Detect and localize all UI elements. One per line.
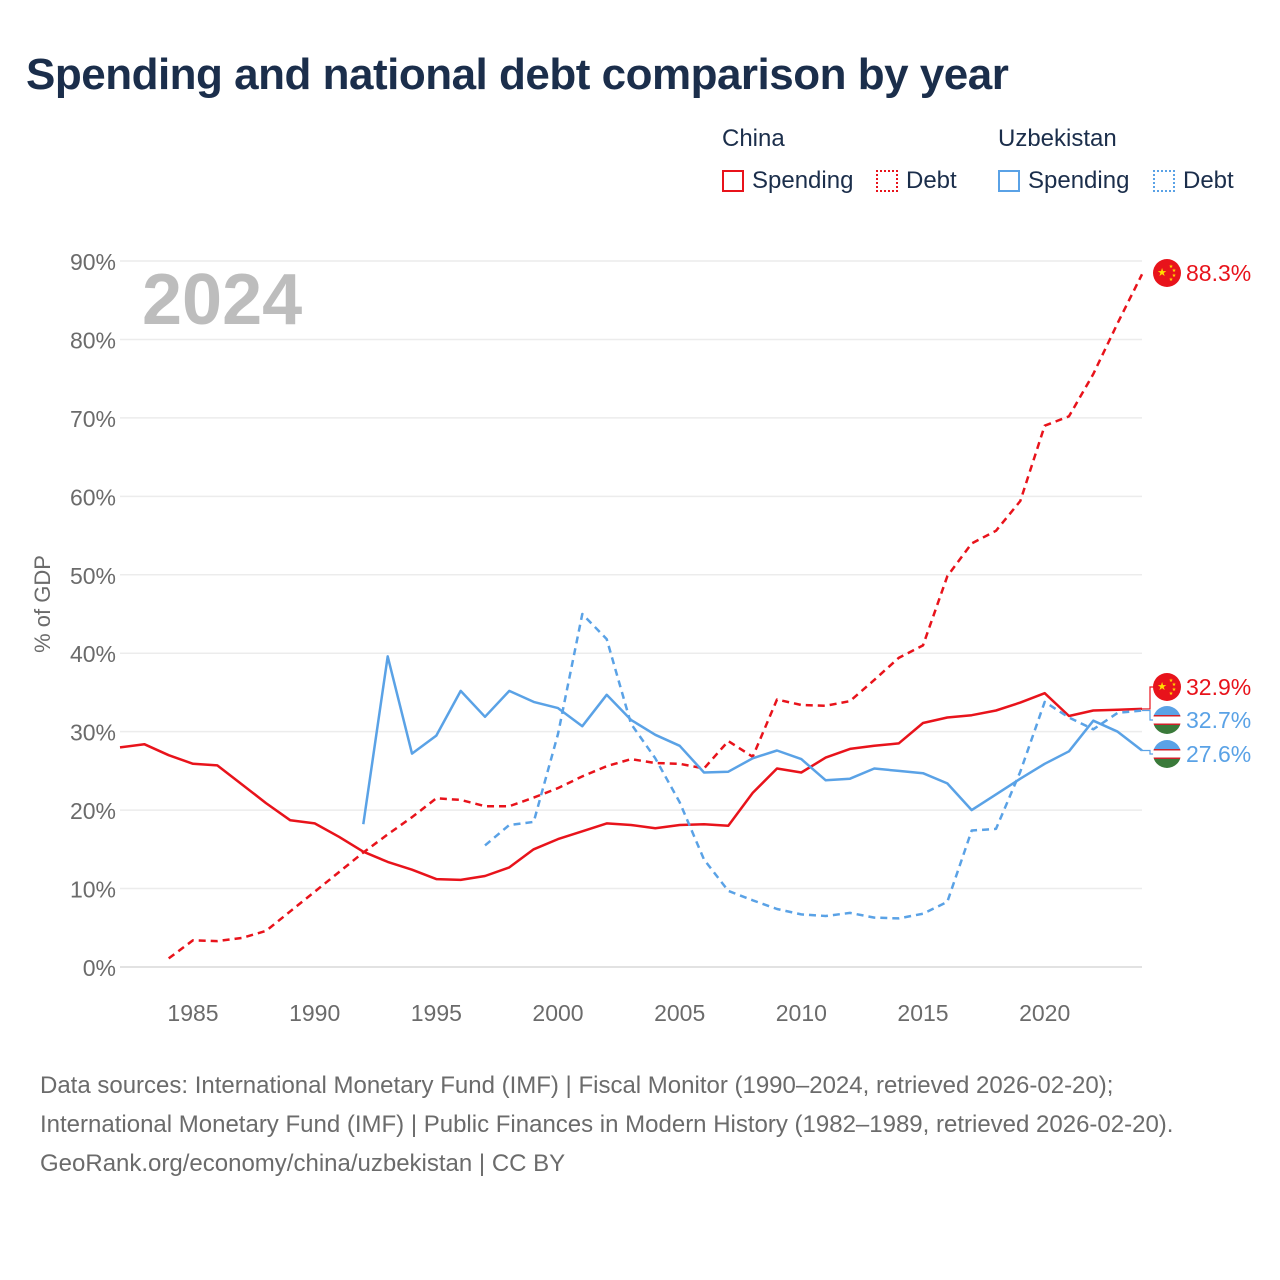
legend-swatch-solid-icon bbox=[998, 170, 1020, 192]
series-line-uzbekistan-spending[interactable] bbox=[362, 655, 1143, 825]
x-axis-ticks: 1985 1990 1995 2000 2005 2010 2015 2020 bbox=[167, 1000, 1070, 1026]
x-tick-label: 2010 bbox=[776, 1000, 827, 1026]
y-tick-label: 80% bbox=[70, 327, 116, 353]
star-icon: ★ bbox=[1172, 268, 1177, 274]
year-watermark: 2024 bbox=[142, 260, 302, 340]
star-icon: ★ bbox=[1169, 277, 1174, 283]
end-value-label: 32.9% bbox=[1186, 674, 1251, 700]
legend-swatch-dotted-icon bbox=[1153, 170, 1175, 192]
star-icon: ★ bbox=[1169, 678, 1174, 684]
star-icon: ★ bbox=[1169, 264, 1174, 270]
y-tick-label: 40% bbox=[70, 641, 116, 667]
y-tick-label: 60% bbox=[70, 484, 116, 510]
series-line-china-spending[interactable] bbox=[119, 691, 1143, 882]
legend-swatch-dotted-icon bbox=[876, 170, 898, 192]
y-tick-label: 90% bbox=[70, 249, 116, 275]
y-tick-label: 50% bbox=[70, 563, 116, 589]
star-icon: ★ bbox=[1172, 687, 1177, 693]
x-tick-label: 1990 bbox=[289, 1000, 340, 1026]
legend-label: Spending bbox=[1028, 167, 1130, 194]
grid-lines bbox=[120, 260, 1142, 968]
footer: Data sources: International Monetary Fun… bbox=[40, 1066, 1240, 1183]
legend-group-china: China bbox=[722, 125, 785, 152]
legend-label: Debt bbox=[1183, 167, 1234, 194]
legend-label: Spending bbox=[752, 167, 854, 194]
end-value-label: 32.7% bbox=[1186, 707, 1251, 733]
end-value-label: 27.6% bbox=[1186, 741, 1251, 767]
data-sources: Data sources: International Monetary Fun… bbox=[40, 1072, 1174, 1138]
x-tick-label: 1995 bbox=[411, 1000, 462, 1026]
series-line-uzbekistan-debt[interactable] bbox=[484, 612, 1143, 920]
legend-uzbekistan-debt[interactable]: Debt bbox=[1153, 167, 1234, 195]
y-tick-label: 70% bbox=[70, 406, 116, 432]
legend-china-debt[interactable]: Debt bbox=[876, 167, 957, 195]
x-tick-label: 2005 bbox=[654, 1000, 705, 1026]
end-label-connector bbox=[1142, 686, 1154, 710]
star-icon: ★ bbox=[1157, 681, 1167, 693]
star-icon: ★ bbox=[1169, 691, 1174, 697]
y-tick-label: 30% bbox=[70, 720, 116, 746]
legend-uzbekistan-spending[interactable]: Spending bbox=[998, 167, 1129, 195]
x-tick-label: 1985 bbox=[167, 1000, 218, 1026]
end-label-connector bbox=[1142, 709, 1154, 721]
x-tick-label: 2015 bbox=[897, 1000, 948, 1026]
star-icon: ★ bbox=[1172, 273, 1177, 279]
x-tick-label: 2020 bbox=[1019, 1000, 1070, 1026]
star-icon: ★ bbox=[1157, 267, 1167, 279]
uzbekistan-flag-icon bbox=[1153, 740, 1181, 768]
end-value-label: 88.3% bbox=[1186, 260, 1251, 286]
y-tick-label: 10% bbox=[70, 877, 116, 903]
series-line-china-debt[interactable] bbox=[167, 273, 1144, 960]
x-tick-label: 2000 bbox=[532, 1000, 583, 1026]
y-tick-label: 20% bbox=[70, 798, 116, 824]
legend-group-uzbekistan: Uzbekistan bbox=[998, 125, 1117, 152]
end-label-connector bbox=[1142, 749, 1154, 755]
y-axis-label: % of GDP bbox=[30, 555, 55, 653]
credit-link[interactable]: GeoRank.org/economy/china/uzbekistan | C… bbox=[40, 1150, 566, 1177]
chart-title: Spending and national debt comparison by… bbox=[26, 50, 1009, 99]
star-icon: ★ bbox=[1172, 682, 1177, 688]
china-flag-icon: ★ ★★★★ bbox=[1153, 259, 1181, 287]
china-flag-icon: ★ ★★★★ bbox=[1153, 673, 1181, 701]
legend-label: Debt bbox=[906, 167, 957, 194]
line-chart: 0%10%20%30%40%50%60%70%80%90% 1985 1990 19… bbox=[30, 249, 1251, 1026]
y-tick-label: 0% bbox=[83, 955, 116, 981]
y-axis-ticks: 0% 10% 20% 30% 40% 50% 60% 70% 80% 90% bbox=[70, 249, 116, 981]
legend-china-spending[interactable]: Spending bbox=[722, 167, 853, 195]
legend-swatch-solid-icon bbox=[722, 170, 744, 192]
uzbekistan-flag-icon bbox=[1153, 706, 1181, 734]
